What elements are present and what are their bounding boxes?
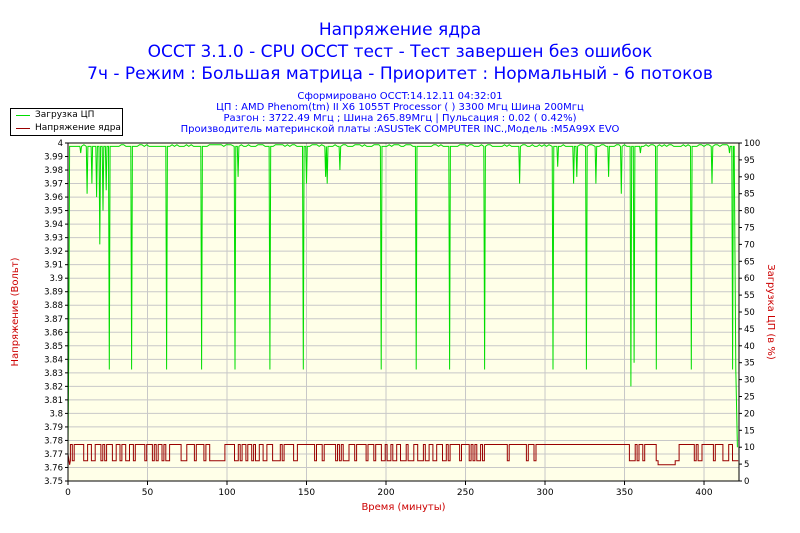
y-left-tick-label: 3.98 xyxy=(44,166,63,176)
y-left-tick-label: 3.85 xyxy=(44,342,63,352)
x-tick-label: 300 xyxy=(536,488,553,498)
overclock-info: Разгон : 3722.49 Мгц ; Шина 265.89Мгц | … xyxy=(223,113,577,124)
y-left-tick-label: 3.79 xyxy=(44,423,63,433)
y-left-tick-label: 4 xyxy=(58,139,63,149)
y-left-tick-label: 3.84 xyxy=(44,355,63,365)
y-right-tick-label: 80 xyxy=(744,207,755,217)
y-right-tick-label: 75 xyxy=(744,224,755,234)
voltage-series-line xyxy=(67,444,739,466)
y-left-tick-label: 3.9 xyxy=(49,274,63,284)
y-left-tick-label: 3.95 xyxy=(44,207,63,217)
legend-swatch-cpu-load xyxy=(16,115,30,116)
y-left-tick-label: 3.92 xyxy=(44,247,63,257)
x-tick-label: 200 xyxy=(377,488,394,498)
motherboard-info: Производитель материнской платы :ASUSTeK… xyxy=(180,124,620,135)
y-right-axis-label: Загрузка ЦП (в %) xyxy=(765,264,776,360)
y-right-tick-label: 95 xyxy=(744,156,755,166)
y-left-tick-label: 3.91 xyxy=(44,261,63,271)
y-left-tick-label: 3.88 xyxy=(44,301,63,311)
cpu-load-series-line xyxy=(67,144,738,448)
x-tick-label: 250 xyxy=(457,488,474,498)
y-right-tick-label: 90 xyxy=(744,173,755,183)
chart-subtitle-mode: 7ч - Режим : Большая матрица - Приоритет… xyxy=(87,64,713,84)
y-right-axis-ticks: 0 5 10 15 20 25 30 35 40 45 50 55 60 65 70 75 80 85 90 95 10… xyxy=(739,139,760,487)
y-right-tick-label: 60 xyxy=(744,274,755,284)
y-left-tick-label: 3.78 xyxy=(44,436,63,446)
y-right-tick-label: 15 xyxy=(744,426,755,436)
x-tick-label: 100 xyxy=(218,488,235,498)
legend-label-cpu-load: Загрузка ЦП xyxy=(35,110,95,120)
y-left-tick-label: 3.87 xyxy=(44,315,63,325)
y-right-tick-label: 70 xyxy=(744,240,755,250)
y-right-tick-label: 65 xyxy=(744,257,755,267)
y-left-tick-label: 3.81 xyxy=(44,396,63,406)
x-tick-label: 150 xyxy=(298,488,315,498)
y-right-tick-label: 55 xyxy=(744,291,755,301)
y-right-tick-label: 30 xyxy=(744,376,755,386)
y-left-tick-label: 3.75 xyxy=(44,477,63,487)
y-right-tick-label: 40 xyxy=(744,342,755,352)
y-right-tick-label: 20 xyxy=(744,409,755,419)
y-right-tick-label: 35 xyxy=(744,359,755,369)
x-tick-label: 0 xyxy=(65,488,71,498)
y-left-tick-label: 3.82 xyxy=(44,382,63,392)
series-group xyxy=(67,144,739,466)
y-right-tick-label: 25 xyxy=(744,393,755,403)
x-axis-ticks: 0 50 100 150 200 250 300 350 400 xyxy=(65,481,713,498)
y-left-tick-label: 3.89 xyxy=(44,288,63,298)
y-left-tick-label: 3.96 xyxy=(44,193,63,203)
legend-label-voltage: Напряжение ядра xyxy=(35,123,121,133)
y-left-tick-label: 3.77 xyxy=(44,450,63,460)
y-right-tick-label: 45 xyxy=(744,325,755,335)
legend: Загрузка ЦП Напряжение ядра xyxy=(10,108,123,136)
generated-info: Сформировано OCCT:14.12.11 04:32:01 xyxy=(297,91,503,102)
y-left-tick-label: 3.76 xyxy=(44,463,63,473)
chart-title: Напряжение ядра xyxy=(318,20,482,40)
y-left-tick-label: 3.99 xyxy=(44,153,63,163)
y-left-axis-label: Напряжение (Вольт) xyxy=(10,257,21,366)
y-left-tick-label: 3.86 xyxy=(44,328,63,338)
y-right-tick-label: 5 xyxy=(744,460,749,470)
y-right-tick-label: 10 xyxy=(744,443,755,453)
y-left-tick-label: 3.97 xyxy=(44,180,63,190)
legend-swatch-voltage xyxy=(16,128,30,129)
legend-item-cpu-load: Загрузка ЦП xyxy=(11,109,122,122)
y-left-tick-label: 3.94 xyxy=(44,220,63,230)
x-axis-label: Время (минуты) xyxy=(361,502,445,513)
y-left-tick-label: 3.8 xyxy=(49,409,63,419)
y-right-tick-label: 0 xyxy=(744,477,749,487)
y-left-tick-label: 3.93 xyxy=(44,234,63,244)
y-left-axis-ticks: 3.75 3.76 3.77 3.78 3.79 3.8 3.81 3.82 3.83 3.84 3… xyxy=(44,139,68,487)
chart-subtitle-test: OCCT 3.1.0 - CPU OCCT тест - Тест заверш… xyxy=(147,42,653,62)
y-right-tick-label: 100 xyxy=(744,139,760,149)
cpu-info: ЦП : AMD Phenom(tm) II X6 1055T Processo… xyxy=(216,102,584,113)
x-tick-label: 400 xyxy=(695,488,712,498)
x-tick-label: 350 xyxy=(616,488,633,498)
y-right-tick-label: 50 xyxy=(744,308,755,318)
plot-area xyxy=(68,143,739,481)
y-right-tick-label: 85 xyxy=(744,190,755,200)
legend-item-voltage: Напряжение ядра xyxy=(11,122,122,135)
x-tick-label: 50 xyxy=(142,488,154,498)
y-left-tick-label: 3.83 xyxy=(44,369,63,379)
